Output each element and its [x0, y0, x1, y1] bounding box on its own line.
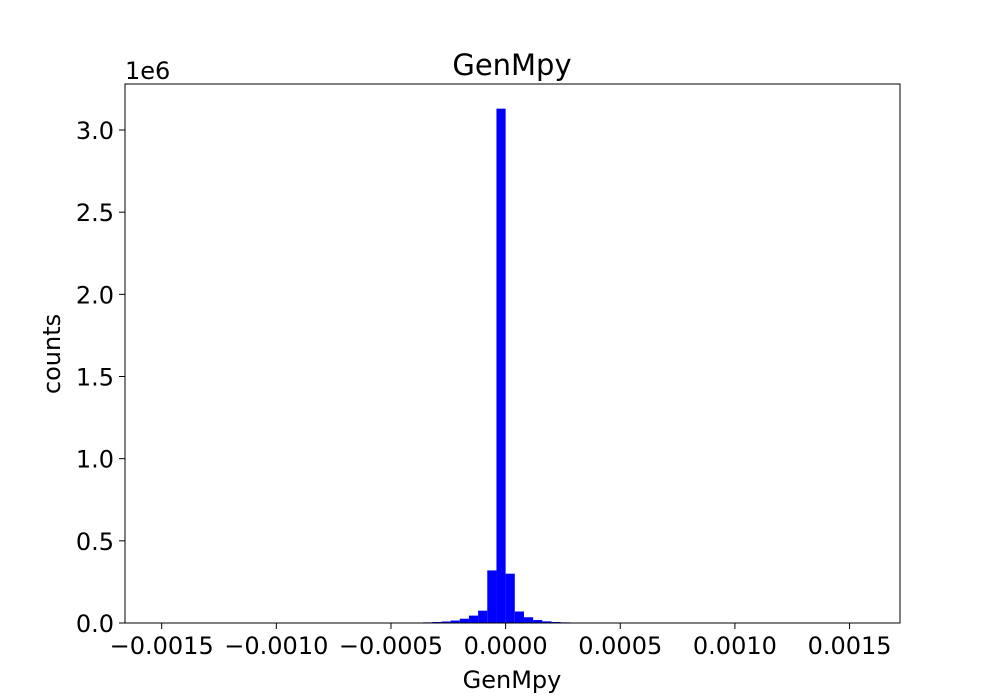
y-tick-label: 1.5	[76, 364, 114, 392]
y-axis: 0.0 0.5 1.0 1.5 2.0 2.5 3.0	[76, 117, 125, 638]
histogram-bar	[533, 620, 543, 623]
y-tick-label: 0.0	[76, 610, 114, 638]
x-tick-label: −0.0010	[224, 632, 328, 660]
histogram-bar	[478, 610, 488, 623]
histogram-bar	[542, 621, 552, 623]
histogram-bar	[514, 611, 524, 623]
histogram-bar	[450, 620, 460, 623]
x-axis: −0.0015 −0.0010 −0.0005 0.0000 0.0005 0.0010 0…	[110, 623, 892, 660]
histogram-bar	[505, 573, 515, 623]
y-tick-label: 0.5	[76, 528, 114, 556]
y-tick-label: 2.5	[76, 199, 114, 227]
histogram-bar	[441, 621, 451, 623]
x-axis-label: GenMpy	[463, 666, 562, 694]
x-tick-label: 0.0000	[464, 632, 548, 660]
chart-title: GenMpy	[452, 48, 571, 82]
x-tick-label: 0.0005	[578, 632, 662, 660]
histogram-bar	[468, 615, 479, 623]
x-tick-label: −0.0015	[110, 632, 214, 660]
y-axis-label: counts	[38, 314, 66, 394]
y-offset-label: 1e6	[125, 57, 170, 85]
x-tick-label: 0.0010	[693, 632, 777, 660]
y-tick-label: 3.0	[76, 117, 114, 145]
x-tick-label: 0.0015	[808, 632, 892, 660]
histogram-bar	[523, 617, 534, 623]
histogram-bars	[413, 108, 598, 623]
y-tick-label: 1.0	[76, 446, 114, 474]
y-tick-label: 2.0	[76, 281, 114, 309]
x-tick-label: −0.0005	[339, 632, 443, 660]
plot-frame	[124, 83, 901, 624]
histogram-bar	[496, 108, 506, 623]
histogram-bar	[459, 618, 469, 623]
histogram-bar	[487, 570, 497, 623]
